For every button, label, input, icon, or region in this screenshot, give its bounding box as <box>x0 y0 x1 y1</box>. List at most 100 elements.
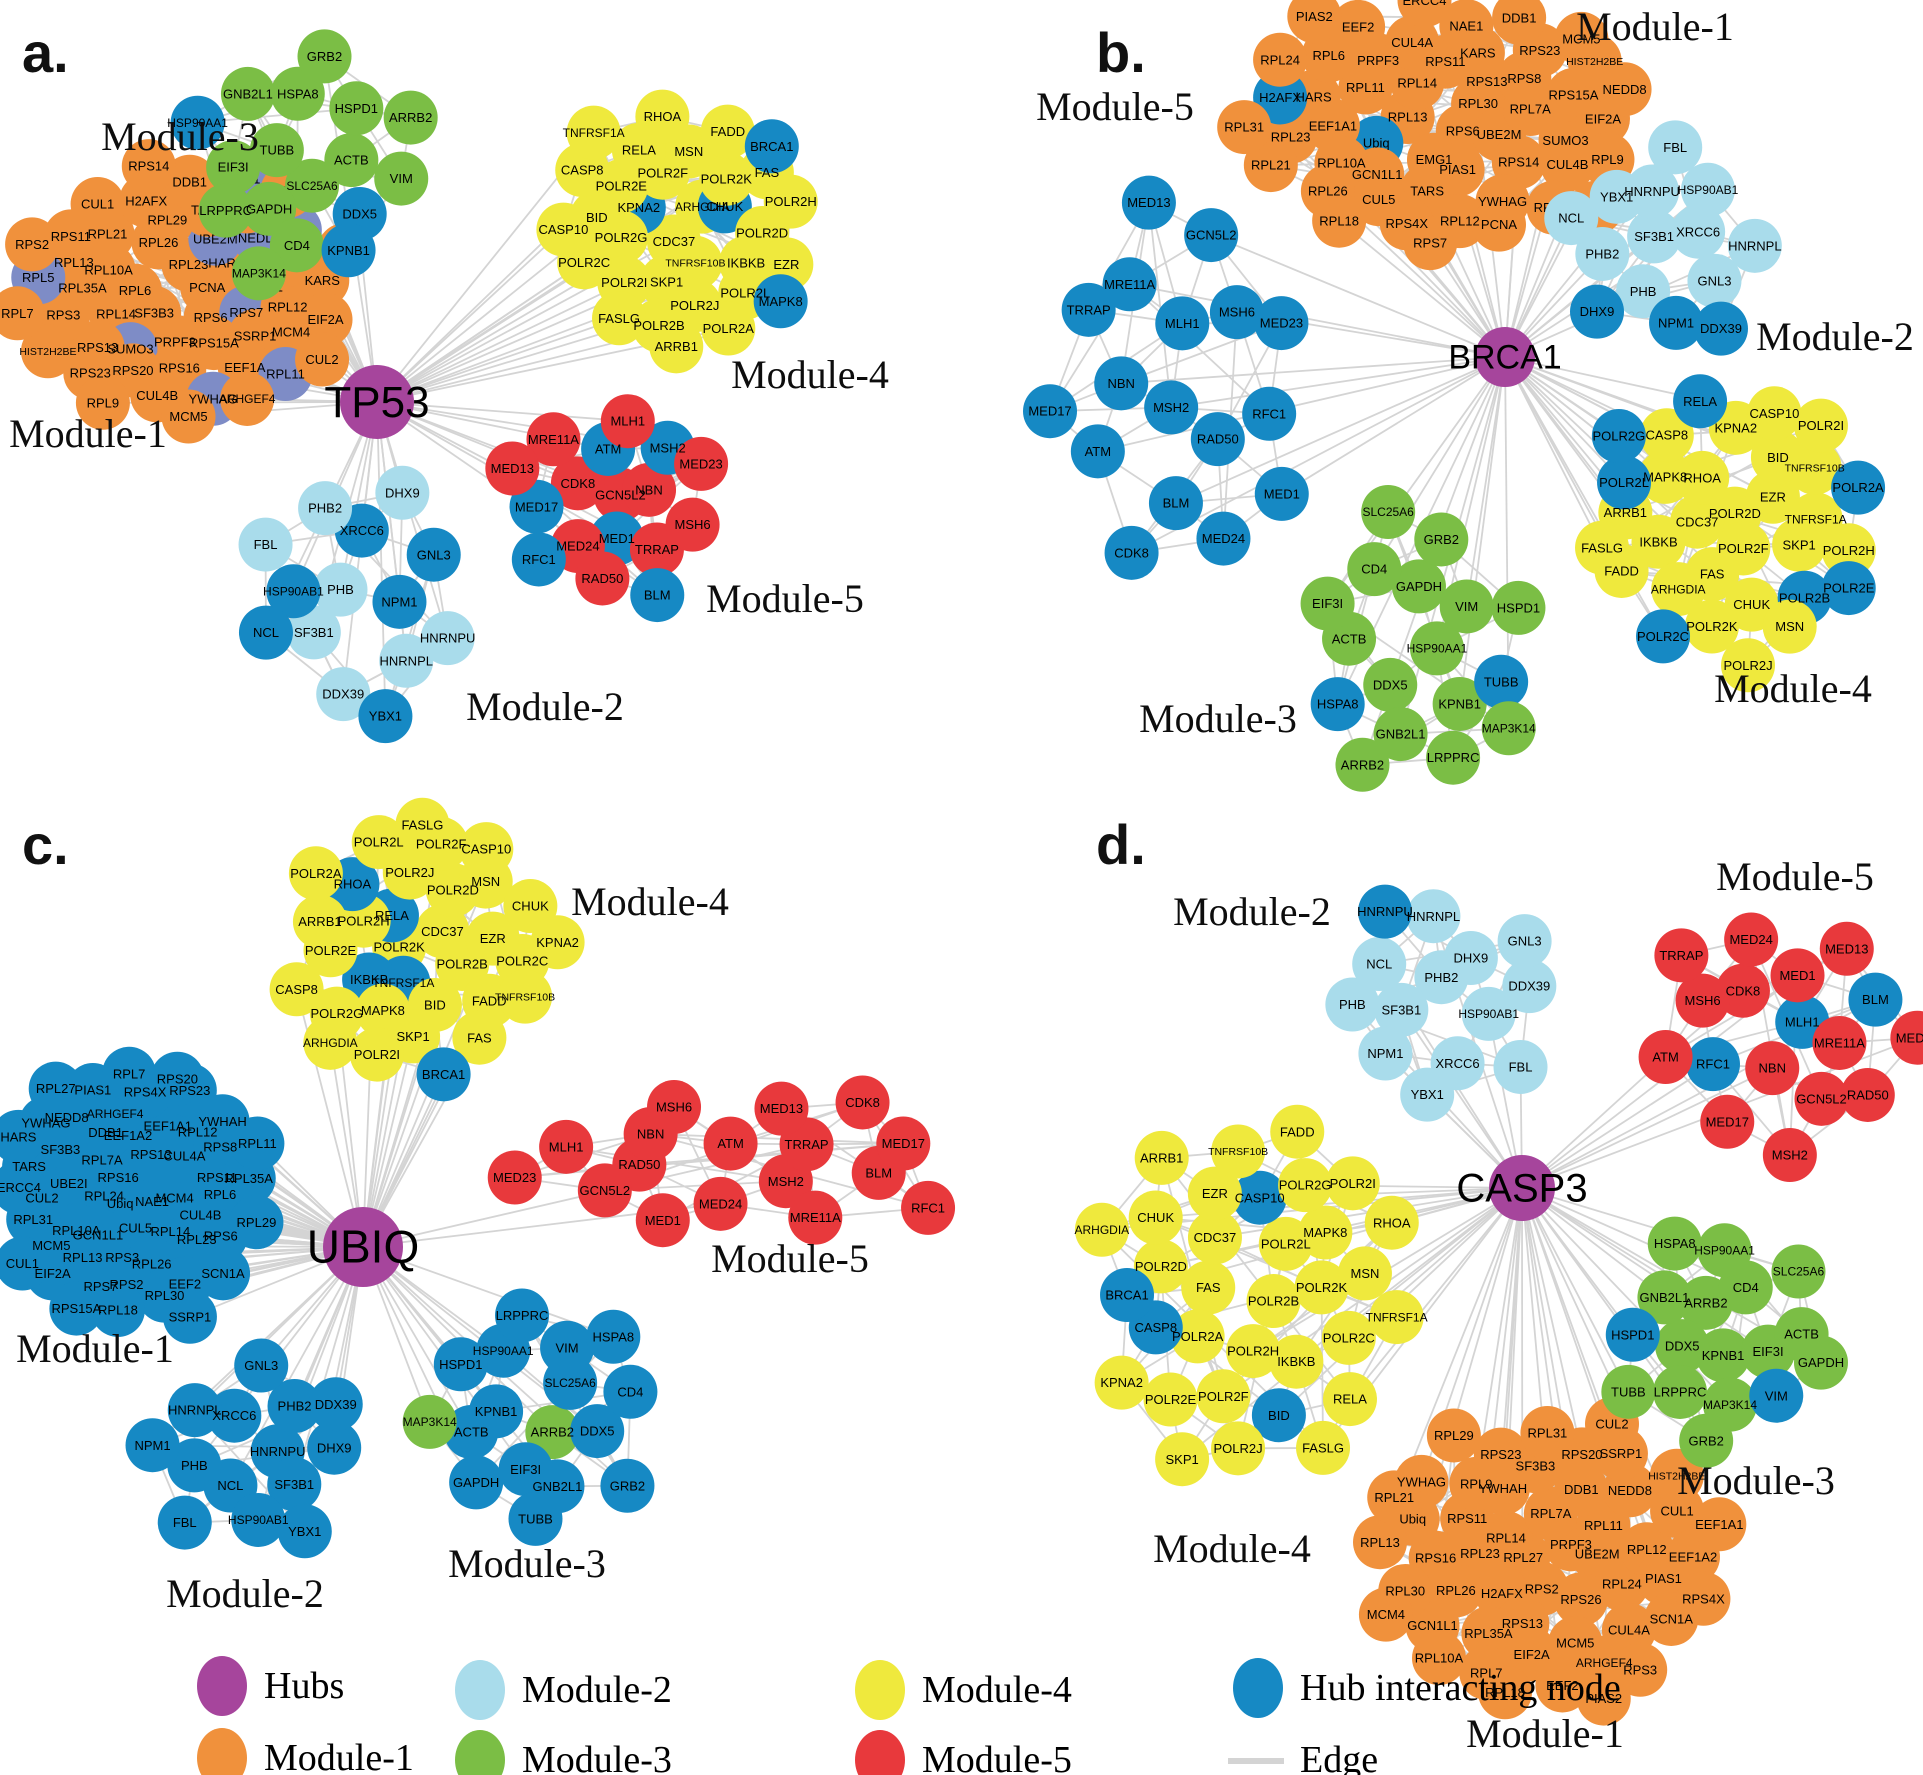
node-label: CHUK <box>1137 1210 1174 1225</box>
node-label: RPL24 <box>84 1189 124 1204</box>
module-title-a-module-4: Module-4 <box>731 352 889 397</box>
node-CDK8 <box>835 1075 890 1130</box>
node-label: POLR2E <box>1823 581 1875 596</box>
node-IKBKB <box>1269 1334 1324 1389</box>
node-label: EZR <box>1760 489 1786 504</box>
node-label: TRRAP <box>785 1137 829 1152</box>
node-label: RELA <box>1333 1392 1367 1407</box>
cluster-a-module-1: PCNASF3B3RPL23RPS6RPL6HARSPRPF3RPL26RPS7… <box>0 139 372 444</box>
node-label: EEF2 <box>169 1276 202 1291</box>
node-label: RPS15A <box>51 1301 101 1316</box>
nodes-panel-d: RPL27PRPF3RPS2RPL14UBE2MH2AFXRPL7ARPS26R… <box>1074 884 1923 1726</box>
node-HNRNPL <box>1727 218 1782 273</box>
node-label: EIF2A <box>307 312 343 327</box>
node-label: TRRAP <box>1659 948 1703 963</box>
node-NPM1 <box>1649 295 1704 350</box>
node-label: CDK8 <box>845 1095 880 1110</box>
module-title-c-module-4: Module-4 <box>571 879 729 924</box>
node-DHX9 <box>375 465 430 520</box>
nodes-panel-b: RPS6 RPL13 RPL30 EMG1 RPL14 UBE2M Ubiq RPS13 PIA… <box>1023 0 1886 792</box>
node-label: SKP1 <box>396 1029 429 1044</box>
node-label: MSN <box>471 874 500 889</box>
node-TRRAP <box>1654 928 1709 983</box>
node-label: H2AFX <box>1259 90 1301 105</box>
nodes-panel-a: PCNASF3B3RPL23RPS6RPL6HARSPRPF3RPL26RPS7… <box>0 29 818 744</box>
node-label: MED17 <box>1028 404 1071 419</box>
node-label: RPL26 <box>1308 184 1348 199</box>
node-KPNB1 <box>1432 676 1487 731</box>
node-label: GAPDH <box>1798 1355 1844 1370</box>
node-label: FADD <box>472 993 507 1008</box>
node-label: NAE1 <box>135 1194 169 1209</box>
cluster-c-module-3: ARRB2 KPNB1 SLC25A6 EIF3I HSP90AA1 DDX5 ACTB VI… <box>403 1288 658 1546</box>
node-CASP8 <box>1639 408 1694 463</box>
node-label: GNL3 <box>417 547 451 562</box>
cluster-b-module-2: SF3B1 XRCC6 PHB HNRNPU GNL3 PHB2 HSP90AB1 NPM1 Y… <box>1544 120 1782 356</box>
node-label: SF3B3 <box>134 305 174 320</box>
node-label: TUBB <box>518 1511 553 1526</box>
node-label: RPL9 <box>87 395 120 410</box>
node-label: HSP90AA1 <box>1407 642 1468 656</box>
node-GAPDH <box>1391 559 1446 614</box>
node-label: RPS4X <box>1385 216 1428 231</box>
node-RPS15A <box>49 1281 104 1336</box>
node-label: POLR2D <box>427 883 479 898</box>
node-label: RPS23 <box>169 1083 210 1098</box>
module-title-b-module-3: Module-3 <box>1139 696 1297 741</box>
node-label: POLR2I <box>1798 418 1844 433</box>
node-MCM4 <box>1358 1587 1413 1642</box>
node-label: POLR2L <box>1599 475 1649 490</box>
node-label: ARHGEF4 <box>87 1107 144 1121</box>
node-label: ARHGEF4 <box>219 392 276 406</box>
node-label: CDK8 <box>561 476 596 491</box>
node-label: CUL5 <box>1362 192 1395 207</box>
node-label: DDX39 <box>315 1397 357 1412</box>
node-label: RPS2 <box>1525 1581 1559 1596</box>
node-ARRB2 <box>383 90 438 145</box>
node-RPS26 <box>1553 1572 1608 1627</box>
node-label: RFC1 <box>1696 1057 1730 1072</box>
node-HSP90AA1 <box>1697 1223 1752 1278</box>
node-label: HSP90AB1 <box>263 584 324 598</box>
node-label: POLR2E <box>1145 1392 1197 1407</box>
node-GNL3 <box>406 527 461 582</box>
node-RAD50 <box>1190 412 1245 467</box>
node-SF3B1 <box>286 605 341 660</box>
module-title-c-module-1: Module-1 <box>16 1326 174 1371</box>
node-label: LRPPRC <box>1654 1385 1707 1400</box>
node-HNRNPL <box>379 633 434 688</box>
node-MSH6 <box>1209 285 1264 340</box>
node-TUBB <box>1601 1364 1656 1419</box>
node-label: POLR2G <box>595 230 648 245</box>
node-label: Ubiq <box>1399 1511 1426 1526</box>
node-CASP10 <box>536 202 591 257</box>
node-label: SSRP1 <box>169 1309 212 1324</box>
node-PHB2 <box>298 481 353 536</box>
node-label: HNRNPL <box>1407 909 1460 924</box>
legend-label: Module-2 <box>522 1669 672 1711</box>
node-label: FBL <box>173 1515 197 1530</box>
node-label: HSPD1 <box>1497 600 1540 615</box>
node-label: ARHGDIA <box>675 200 730 214</box>
node-label: PHB2 <box>278 1399 312 1414</box>
node-label: TRRAP <box>1067 302 1111 317</box>
node-CDK8 <box>1715 963 1770 1018</box>
node-label: POLR2G <box>1592 429 1645 444</box>
node-label: KPNA2 <box>617 200 660 215</box>
node-label: RPL12 <box>1440 214 1480 229</box>
node-ARHGDIA <box>1074 1202 1129 1257</box>
module-title-b-module-5: Module-5 <box>1036 84 1194 129</box>
node-label: CDC37 <box>653 234 696 249</box>
node-MRE11A <box>1102 257 1157 312</box>
node-label: CUL4A <box>1608 1622 1650 1637</box>
node-label: SF3B3 <box>41 1142 81 1157</box>
node-MED23 <box>1890 1010 1923 1065</box>
node-label: GAPDH <box>453 1475 499 1490</box>
node-label: RPL11 <box>238 1136 277 1151</box>
node-BRCA1 <box>1100 1267 1155 1322</box>
node-ARHGDIA <box>1651 562 1706 617</box>
node-label: KPNA2 <box>536 935 579 950</box>
node-label: HSP90AB1 <box>1458 1007 1519 1021</box>
